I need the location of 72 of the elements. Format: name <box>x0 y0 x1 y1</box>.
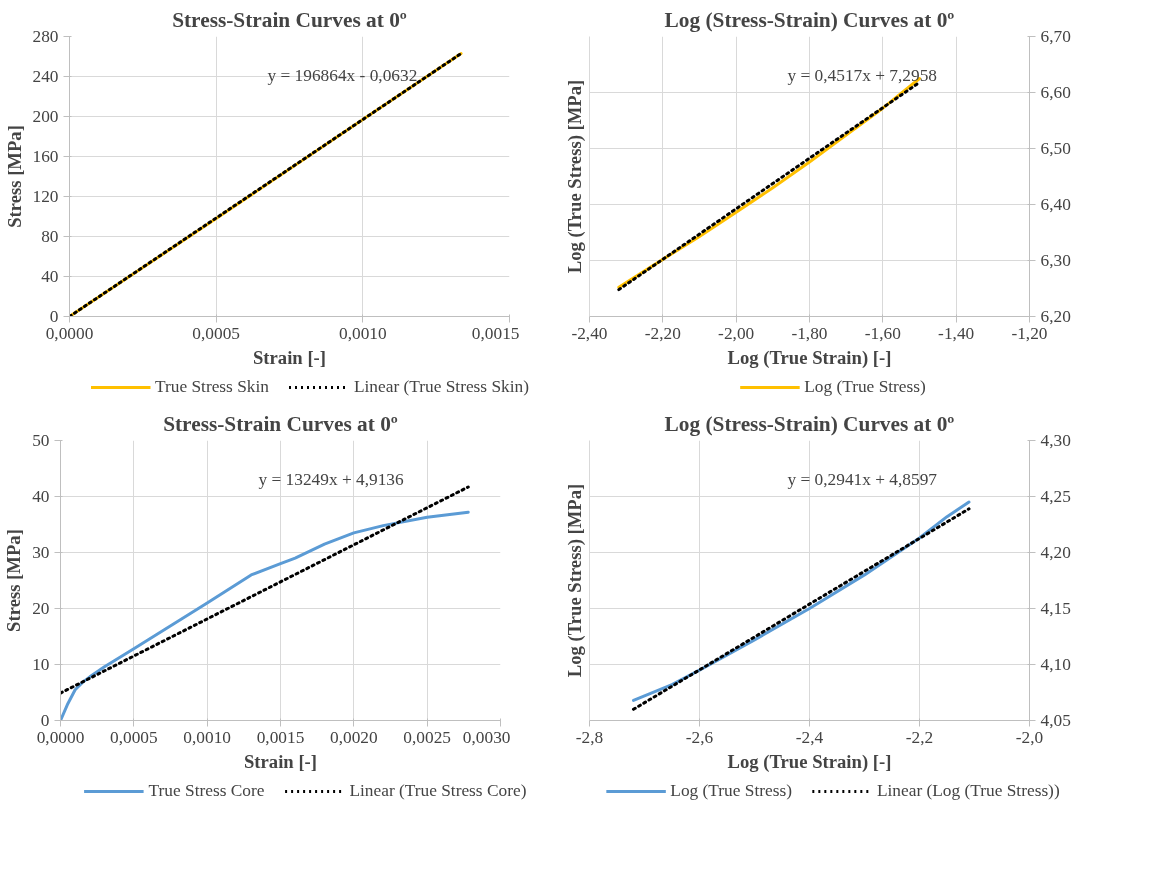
x-tick-label: 0,0030 <box>462 727 511 747</box>
chart-title: Log (Stress-Strain) Curves at 0º <box>664 7 955 32</box>
y-tick-label: 80 <box>41 227 59 246</box>
x-tick-label: 0,0010 <box>183 727 231 747</box>
x-tick-label: 0,0000 <box>36 727 85 747</box>
x-tick-label: -2,20 <box>644 323 681 343</box>
y-tick-label: 4,30 <box>1040 431 1071 450</box>
x-tick-label: -1,80 <box>791 323 828 343</box>
chart-title: Stress-Strain Curves at 0º <box>163 411 398 436</box>
x-tick-label: -1,60 <box>864 323 901 343</box>
legend-label: Log (True Stress) <box>804 377 926 397</box>
y-tick-label: 6,70 <box>1040 27 1071 46</box>
x-tick-label: -1,20 <box>1011 323 1048 343</box>
legend-label: Log (True Stress) <box>670 781 792 801</box>
y-tick-label: 4,10 <box>1040 655 1071 674</box>
y-tick-label: 160 <box>32 147 59 166</box>
x-tick-label: 0,0005 <box>192 323 240 343</box>
y-tick-label: 120 <box>32 187 59 206</box>
y-tick-label: 4,05 <box>1040 711 1071 730</box>
x-tick-label: -2,0 <box>1015 727 1044 747</box>
y-tick-label: 0 <box>49 307 59 326</box>
y-axis-title: Log (True Stress) [MPa] <box>563 483 586 678</box>
y-tick-label: 0 <box>40 711 50 730</box>
x-axis-title: Strain [-] <box>243 750 318 772</box>
y-axis-title: Stress [MPa] <box>3 125 25 228</box>
y-tick-label: 200 <box>32 107 59 126</box>
legend-label: True Stress Core <box>148 781 265 801</box>
annotation: y = 0,2941x + 4,8597 <box>787 470 938 490</box>
legend-label: True Stress Skin <box>155 377 269 397</box>
x-tick-label: -1,40 <box>938 323 975 343</box>
annotation: y = 0,4517x + 7,2958 <box>787 66 938 86</box>
y-tick-label: 6,50 <box>1040 139 1071 158</box>
chart-title: Log (Stress-Strain) Curves at 0º <box>664 411 955 436</box>
x-tick-label: -2,8 <box>575 727 604 747</box>
x-tick-label: 0,0005 <box>110 727 158 747</box>
legend-label: Linear (True Stress Skin) <box>353 377 529 397</box>
x-tick-label: 0,0015 <box>471 323 520 343</box>
y-tick-label: 40 <box>41 267 59 286</box>
y-axis-title: Log (True Stress) [MPa] <box>563 79 586 274</box>
y-axis-title: Stress [MPa] <box>3 529 25 632</box>
legend-label: Linear (Log (True Stress)) <box>876 781 1060 801</box>
y-tick-label: 4,25 <box>1040 487 1071 506</box>
annotation: y = 13249x + 4,9136 <box>258 470 405 490</box>
x-tick-label: 0,0025 <box>403 727 451 747</box>
x-axis-title: Strain [-] <box>252 346 327 368</box>
y-tick-label: 30 <box>32 543 50 562</box>
y-tick-label: 20 <box>32 599 50 618</box>
y-tick-label: 6,40 <box>1040 195 1071 214</box>
y-tick-label: 6,30 <box>1040 251 1071 270</box>
x-tick-label: 0,0020 <box>330 727 378 747</box>
x-tick-label: 0,0000 <box>45 323 94 343</box>
x-tick-label: 0,0010 <box>339 323 387 343</box>
x-axis-title: Log (True Strain) [-] <box>727 346 892 369</box>
x-tick-label: 0,0015 <box>256 727 305 747</box>
chart-title: Stress-Strain Curves at 0º <box>172 7 407 32</box>
legend-label: Linear (True Stress Core) <box>349 781 527 801</box>
y-tick-label: 4,15 <box>1040 599 1071 618</box>
x-tick-label: -2,00 <box>718 323 755 343</box>
y-tick-label: 240 <box>32 67 59 86</box>
x-tick-label: -2,4 <box>795 727 824 747</box>
x-tick-label: -2,40 <box>571 323 608 343</box>
annotation: y = 196864x - 0,0632 <box>267 66 418 86</box>
x-tick-label: -2,2 <box>905 727 934 747</box>
y-tick-label: 280 <box>32 27 59 46</box>
x-tick-label: -2,6 <box>685 727 714 747</box>
y-tick-label: 10 <box>32 655 50 674</box>
y-tick-label: 50 <box>32 431 50 450</box>
x-axis-title: Log (True Strain) [-] <box>727 750 892 773</box>
y-tick-label: 40 <box>32 487 50 506</box>
y-tick-label: 4,20 <box>1040 543 1071 562</box>
y-tick-label: 6,20 <box>1040 307 1071 326</box>
y-tick-label: 6,60 <box>1040 83 1071 102</box>
